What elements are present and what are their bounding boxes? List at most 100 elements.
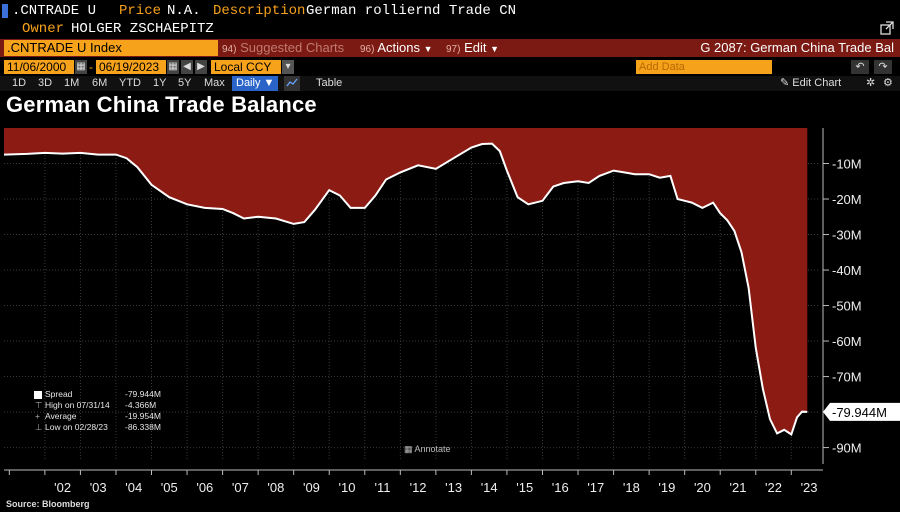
legend-value: -4.366M bbox=[125, 400, 157, 410]
price-value: N.A. bbox=[167, 3, 201, 19]
price-label: Price bbox=[119, 3, 162, 19]
edit-chart-label: Edit Chart bbox=[792, 77, 842, 89]
step-forward-icon[interactable]: ▶ bbox=[195, 60, 207, 74]
x-tick-label: '11 bbox=[375, 480, 391, 495]
calendar-icon[interactable]: ▦ bbox=[167, 60, 179, 74]
ticker-text: .CNTRADE U bbox=[12, 3, 97, 19]
annotate-button[interactable]: ▦ Annotate bbox=[404, 444, 451, 455]
edit-number: 97) bbox=[446, 44, 461, 55]
legend-label: Low on 02/28/23 bbox=[45, 422, 108, 432]
description-label: Description bbox=[213, 3, 306, 19]
popout-icon[interactable] bbox=[879, 20, 895, 36]
annotate-label: Annotate bbox=[414, 444, 451, 454]
x-tick-label: '22 bbox=[765, 480, 782, 495]
legend-row-low: ⊥ Low on 02/28/23 -86.338M bbox=[31, 422, 164, 433]
start-date-input[interactable]: 11/06/2000 bbox=[4, 60, 74, 74]
high-marker-icon: ⊤ bbox=[35, 400, 43, 410]
suggested-charts-button[interactable]: 94) Suggested Charts bbox=[222, 39, 344, 57]
table-button[interactable]: Table bbox=[316, 77, 343, 89]
legend-label: Average bbox=[45, 411, 77, 421]
y-tick-label: -40M bbox=[832, 263, 862, 278]
x-tick-label: '18 bbox=[623, 480, 640, 495]
y-tick-label: -90M bbox=[832, 441, 862, 456]
owner-value: HOLGER ZSCHAEPITZ bbox=[71, 21, 214, 37]
annotate-icon: ▦ bbox=[404, 444, 413, 454]
y-tick-label: -20M bbox=[832, 192, 862, 207]
spread-line bbox=[3, 142, 808, 436]
command-toolbar: .CNTRADE U Index 94) Suggested Charts 96… bbox=[0, 39, 900, 57]
average-marker-icon: + bbox=[35, 411, 40, 421]
description-value: German rolliernd Trade CN bbox=[306, 3, 517, 19]
x-tick-label: '20 bbox=[694, 480, 711, 495]
actions-menu-button[interactable]: 96) Actions ▼ bbox=[360, 39, 433, 57]
range-1d-button[interactable]: 1D bbox=[12, 77, 27, 89]
suggested-charts-number: 94) bbox=[222, 44, 237, 55]
x-tick-label: '17 bbox=[587, 480, 604, 495]
edit-menu-button[interactable]: 97) Edit ▼ bbox=[446, 39, 499, 57]
owner-row: Owner HOLGER ZSCHAEPITZ bbox=[0, 20, 900, 38]
legend-row-spread: Spread -79.944M bbox=[31, 389, 164, 400]
x-tick-label: '13 bbox=[445, 480, 462, 495]
security-field[interactable]: .CNTRADE U Index bbox=[4, 40, 218, 56]
x-tick-label: '03 bbox=[90, 480, 107, 495]
chevron-down-icon[interactable]: ▾ bbox=[282, 60, 294, 74]
range-max-button[interactable]: Max bbox=[204, 77, 225, 89]
chevron-down-icon: ▼ bbox=[423, 44, 433, 54]
x-tick-label: '23 bbox=[801, 480, 818, 495]
graph-id-title: G 2087: German China Trade Bal bbox=[700, 40, 894, 55]
x-tick-label: '05 bbox=[161, 480, 178, 495]
range-selector-row: 1D 3D 1M 6M YTD 1Y 5Y Max Daily ▼ Table … bbox=[0, 76, 900, 91]
gear-icon[interactable]: ⚙ bbox=[883, 77, 893, 89]
x-tick-label: '16 bbox=[552, 480, 569, 495]
x-tick-label: '15 bbox=[516, 480, 533, 495]
frequency-label: Daily bbox=[236, 77, 261, 89]
chart-title: German China Trade Balance bbox=[6, 92, 317, 117]
range-3d-button[interactable]: 3D bbox=[38, 77, 53, 89]
y-tick-label: -30M bbox=[832, 228, 862, 243]
last-value-tag bbox=[823, 402, 900, 421]
last-value-label: -79.944M bbox=[832, 405, 887, 420]
range-ytd-button[interactable]: YTD bbox=[119, 77, 141, 89]
x-tick-label: '19 bbox=[658, 480, 675, 495]
x-tick-label: '14 bbox=[481, 480, 498, 495]
legend-swatch bbox=[34, 391, 42, 399]
end-date-input[interactable]: 06/19/2023 bbox=[96, 60, 166, 74]
range-1y-button[interactable]: 1Y bbox=[153, 77, 167, 89]
legend-value: -79.944M bbox=[125, 389, 161, 399]
currency-select[interactable]: Local CCY bbox=[211, 60, 281, 74]
settings-icon[interactable]: ✲ bbox=[866, 77, 876, 89]
range-1m-button[interactable]: 1M bbox=[64, 77, 80, 89]
x-tick-label: '10 bbox=[339, 480, 356, 495]
add-data-input[interactable]: Add Data bbox=[636, 60, 772, 74]
low-marker-icon: ⊥ bbox=[35, 422, 43, 432]
redo-icon[interactable]: ↷ bbox=[874, 60, 892, 74]
line-chart-icon[interactable] bbox=[284, 76, 300, 91]
x-tick-label: '12 bbox=[410, 480, 427, 495]
chart-grid bbox=[4, 128, 820, 460]
legend-label: Spread bbox=[45, 389, 73, 399]
legend-row-high: ⊤ High on 07/31/14 -4.366M bbox=[31, 400, 164, 411]
x-tick-label: '08 bbox=[267, 480, 284, 495]
undo-icon[interactable]: ↶ bbox=[851, 60, 869, 74]
step-back-icon[interactable]: ◀ bbox=[181, 60, 193, 74]
x-tick-label: '04 bbox=[125, 480, 142, 495]
date-separator: - bbox=[89, 60, 93, 74]
chevron-down-icon: ▼ bbox=[490, 44, 500, 54]
range-6m-button[interactable]: 6M bbox=[92, 77, 108, 89]
calendar-icon[interactable]: ▦ bbox=[75, 60, 87, 74]
legend-label: High on 07/31/14 bbox=[45, 400, 110, 410]
y-tick-label: -50M bbox=[832, 299, 862, 314]
legend-value: -86.338M bbox=[125, 422, 161, 432]
x-tick-label: '09 bbox=[303, 480, 320, 495]
y-tick-label: -10M bbox=[832, 157, 862, 172]
owner-label: Owner bbox=[22, 21, 65, 37]
range-5y-button[interactable]: 5Y bbox=[178, 77, 192, 89]
frequency-dropdown[interactable]: Daily ▼ bbox=[232, 76, 279, 91]
actions-label: Actions bbox=[377, 40, 420, 55]
trade-balance-chart[interactable]: -10M-20M-30M-40M-50M-60M-70M-80M-90M '02… bbox=[0, 120, 900, 498]
y-tick-label: -60M bbox=[832, 334, 862, 349]
x-tick-label: '06 bbox=[196, 480, 213, 495]
actions-number: 96) bbox=[360, 44, 375, 55]
edit-chart-button[interactable]: ✎ Edit Chart bbox=[780, 76, 841, 91]
chart-legend[interactable]: Spread -79.944M ⊤ High on 07/31/14 -4.36… bbox=[31, 389, 164, 435]
